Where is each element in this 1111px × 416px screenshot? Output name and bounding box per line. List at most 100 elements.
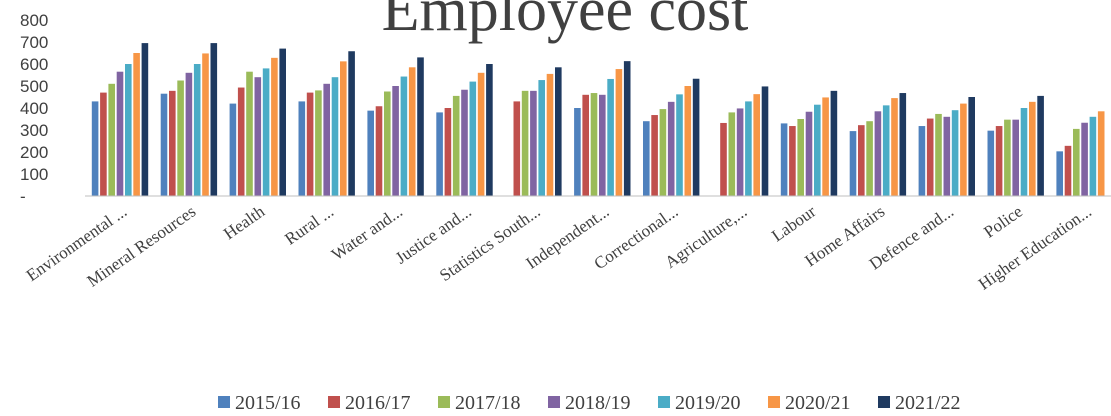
legend-label: 2017/18 (455, 392, 521, 414)
bar (1097, 111, 1105, 196)
bar (298, 101, 306, 196)
chart-title: Employee cost (382, 0, 749, 44)
bar (513, 101, 521, 196)
bar (246, 71, 253, 196)
bar (125, 64, 132, 196)
bar (830, 90, 838, 196)
bar (651, 115, 658, 196)
legend-label: 2015/16 (235, 392, 301, 414)
bar (659, 109, 667, 196)
bar (100, 92, 107, 196)
bar (546, 73, 554, 196)
bar (444, 108, 452, 196)
bar (367, 110, 374, 196)
bar (436, 112, 443, 196)
bar (375, 106, 383, 196)
bar (951, 110, 959, 196)
legend-swatch (438, 396, 450, 408)
bar (849, 131, 857, 196)
bar (193, 64, 201, 196)
legend-swatch (768, 396, 780, 408)
bar (521, 90, 529, 196)
bar (202, 53, 209, 196)
legend-label: 2021/22 (895, 392, 961, 414)
bar (452, 95, 460, 196)
bar (822, 97, 829, 196)
x-tick-label: Rural ... (281, 202, 337, 249)
bar (392, 86, 399, 196)
bar (315, 90, 322, 196)
bar (736, 108, 744, 196)
bar (1081, 122, 1088, 196)
bar (229, 103, 237, 196)
x-tick-label: Labour (768, 202, 819, 246)
bar (555, 67, 562, 196)
bar (918, 126, 926, 196)
bar (538, 80, 545, 196)
y-tick-label: 400 (20, 99, 48, 118)
y-tick-label: 200 (20, 143, 48, 162)
bar (384, 91, 391, 196)
bar (262, 68, 270, 196)
bar (340, 61, 347, 196)
bar (91, 101, 99, 196)
bar (271, 57, 278, 197)
bar (348, 51, 355, 196)
bar (692, 78, 700, 196)
legend-label: 2020/21 (785, 392, 851, 414)
bar (968, 97, 975, 196)
bar (607, 78, 614, 196)
bar (169, 90, 176, 196)
bar (926, 118, 934, 196)
bar (1020, 108, 1028, 196)
x-tick-label: Higher Education... (975, 202, 1095, 294)
bar (797, 119, 804, 196)
bar (874, 111, 882, 196)
bar (1089, 116, 1097, 196)
bar (753, 94, 760, 196)
bar (745, 101, 752, 196)
bar (720, 122, 727, 196)
y-tick-label: 800 (20, 11, 48, 30)
bar (866, 121, 873, 196)
bar (116, 71, 124, 196)
bar (590, 93, 598, 196)
bar (943, 116, 951, 196)
legend-swatch (658, 396, 670, 408)
bar (141, 43, 149, 196)
bar (805, 111, 813, 196)
bar (643, 121, 650, 196)
bar (477, 72, 485, 196)
bar (417, 57, 424, 197)
bar (728, 112, 736, 196)
bar (160, 93, 168, 196)
bar (400, 76, 408, 196)
legend-label: 2018/19 (565, 392, 631, 414)
bar (210, 43, 218, 196)
bar (185, 72, 193, 196)
legend-swatch (328, 396, 340, 408)
bar (615, 69, 623, 196)
bar (599, 94, 606, 196)
legend-swatch (218, 396, 230, 408)
bar (960, 103, 967, 196)
bar (1056, 151, 1063, 196)
bar (684, 86, 692, 196)
bar (676, 94, 683, 196)
bar (323, 83, 330, 196)
bar (623, 61, 631, 196)
bar (761, 86, 769, 196)
bar (582, 94, 589, 196)
bar (1012, 119, 1019, 196)
x-tick-label: Health (220, 201, 268, 243)
bar (882, 105, 890, 196)
bar (331, 77, 339, 196)
legend-label: 2019/20 (675, 392, 741, 414)
bar (891, 98, 898, 196)
bar (935, 113, 942, 196)
bar (667, 101, 675, 196)
y-tick-label: 500 (20, 77, 48, 96)
bar (108, 83, 115, 196)
bar (1073, 128, 1080, 196)
